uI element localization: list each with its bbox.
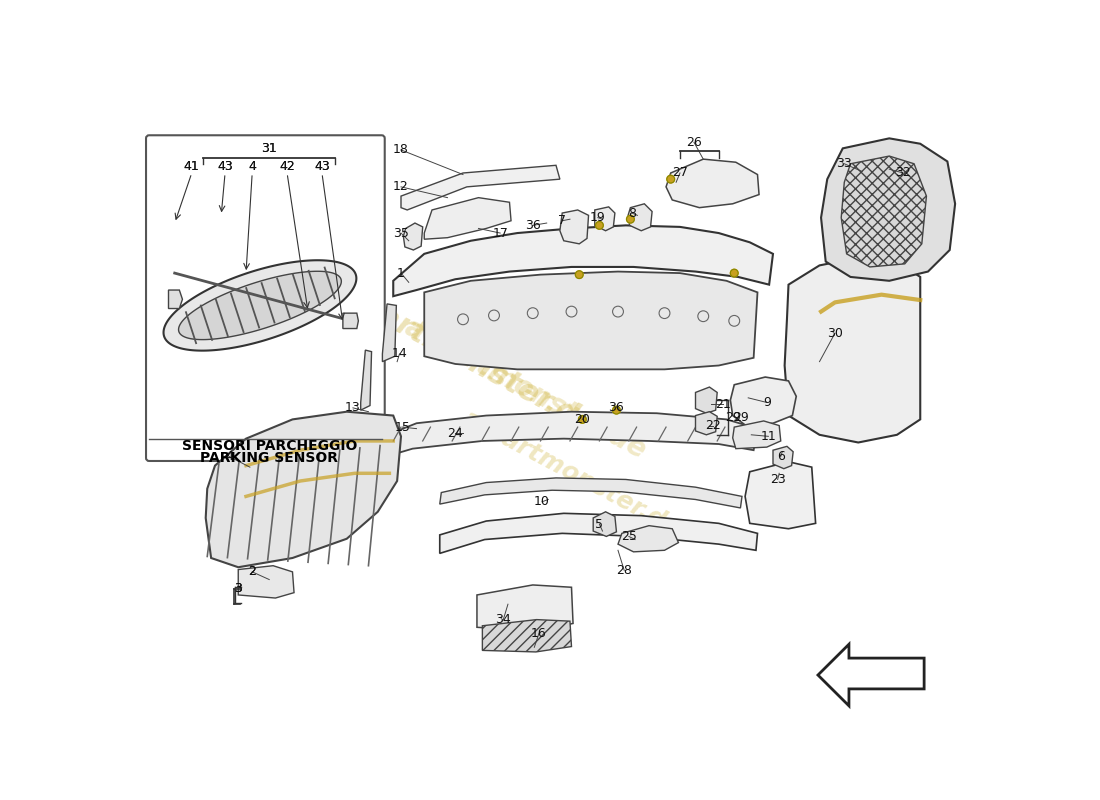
Text: 21: 21 (715, 398, 732, 410)
Text: 12: 12 (393, 180, 409, 194)
Polygon shape (440, 478, 742, 508)
Text: 10: 10 (535, 495, 550, 508)
Text: a partmonster.de: a partmonster.de (459, 406, 684, 541)
Circle shape (613, 406, 620, 414)
Text: 15: 15 (395, 421, 410, 434)
Polygon shape (745, 462, 815, 529)
Text: 9: 9 (763, 396, 771, 409)
Text: 32: 32 (895, 166, 911, 179)
Polygon shape (773, 446, 793, 469)
Polygon shape (784, 258, 921, 442)
Polygon shape (628, 204, 652, 230)
Text: 29: 29 (733, 411, 748, 424)
Text: 18: 18 (393, 143, 409, 157)
Polygon shape (425, 198, 512, 239)
Text: SENSORI PARCHEGGIO: SENSORI PARCHEGGIO (182, 439, 356, 454)
Polygon shape (818, 644, 924, 706)
Polygon shape (842, 156, 926, 267)
Circle shape (627, 215, 635, 223)
Polygon shape (821, 138, 955, 281)
Text: 22: 22 (705, 419, 720, 432)
Polygon shape (440, 514, 758, 554)
Text: 30: 30 (827, 326, 843, 340)
Polygon shape (404, 223, 422, 250)
Text: 25: 25 (620, 530, 637, 543)
Text: PARKING SENSOR: PARKING SENSOR (200, 451, 339, 465)
Text: 35: 35 (393, 226, 409, 239)
Text: 20: 20 (574, 413, 591, 426)
Polygon shape (383, 304, 396, 362)
Circle shape (579, 415, 586, 423)
Polygon shape (483, 619, 572, 652)
Circle shape (667, 175, 674, 183)
Text: 43: 43 (315, 160, 330, 174)
Polygon shape (394, 226, 773, 296)
Text: 26: 26 (686, 136, 702, 149)
Text: 13: 13 (345, 402, 361, 414)
Text: 2: 2 (249, 566, 256, 578)
Text: 11: 11 (760, 430, 777, 443)
Text: 41: 41 (184, 160, 199, 174)
Text: 43: 43 (315, 160, 330, 174)
Text: 16: 16 (531, 627, 547, 640)
Polygon shape (477, 585, 573, 631)
Text: 3: 3 (234, 582, 242, 595)
Text: 7: 7 (558, 214, 566, 227)
Text: 31: 31 (262, 142, 277, 155)
Text: 4: 4 (226, 450, 233, 463)
Text: a partmonster.de: a partmonster.de (399, 313, 650, 464)
Text: 23: 23 (770, 473, 785, 486)
FancyBboxPatch shape (146, 135, 385, 461)
Text: 42: 42 (279, 160, 295, 174)
Text: 2: 2 (249, 566, 256, 578)
Text: 5: 5 (595, 518, 604, 530)
Polygon shape (206, 412, 402, 567)
Circle shape (595, 222, 603, 230)
Text: 27: 27 (672, 166, 688, 179)
Circle shape (730, 270, 738, 277)
Text: 24: 24 (448, 426, 463, 440)
Polygon shape (730, 377, 796, 426)
Polygon shape (402, 166, 560, 210)
Text: 42: 42 (279, 160, 295, 174)
Circle shape (575, 270, 583, 278)
Text: 36: 36 (608, 401, 625, 414)
Polygon shape (164, 260, 356, 350)
Polygon shape (376, 412, 758, 459)
Text: 1: 1 (397, 266, 405, 280)
Text: 14: 14 (392, 347, 407, 361)
Polygon shape (239, 566, 294, 598)
Polygon shape (178, 271, 341, 340)
Text: 36: 36 (525, 219, 540, 232)
Polygon shape (733, 421, 781, 449)
Text: 17: 17 (493, 226, 508, 239)
Polygon shape (425, 271, 758, 370)
Text: 4: 4 (249, 160, 256, 174)
Polygon shape (560, 210, 588, 244)
Polygon shape (618, 526, 679, 552)
Text: 28: 28 (616, 564, 632, 577)
Polygon shape (361, 350, 372, 410)
Text: 29: 29 (725, 411, 740, 424)
Text: 43: 43 (217, 160, 233, 174)
Text: 34: 34 (495, 613, 512, 626)
Text: 41: 41 (184, 160, 199, 174)
Text: 19: 19 (590, 211, 606, 224)
Polygon shape (593, 512, 616, 537)
Text: 31: 31 (262, 142, 277, 155)
Text: 4: 4 (249, 160, 256, 174)
Text: 8: 8 (628, 206, 636, 219)
Text: 3: 3 (234, 582, 242, 595)
Text: 43: 43 (217, 160, 233, 174)
Polygon shape (695, 412, 717, 435)
Polygon shape (667, 159, 759, 208)
Text: 6: 6 (777, 450, 784, 463)
Polygon shape (595, 207, 615, 230)
Text: 33: 33 (836, 158, 852, 170)
Polygon shape (695, 387, 717, 414)
Polygon shape (168, 290, 183, 309)
Polygon shape (343, 313, 359, 329)
Text: a partmonster.de: a partmonster.de (326, 275, 601, 440)
